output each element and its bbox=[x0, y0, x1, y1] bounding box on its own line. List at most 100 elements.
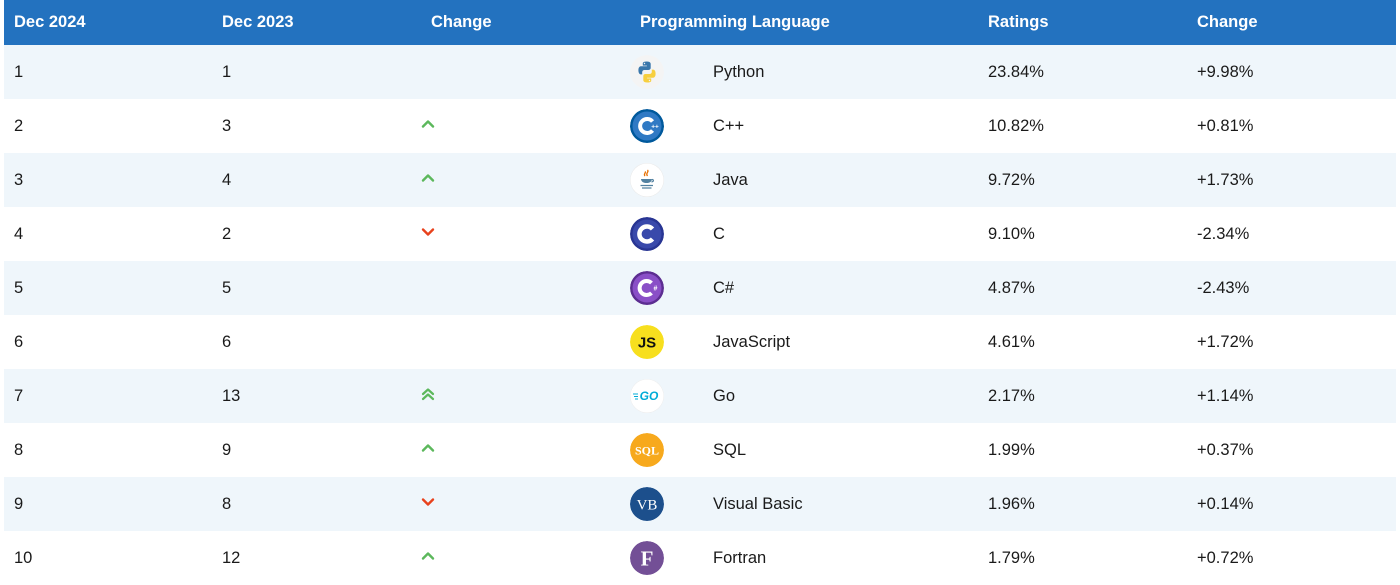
svg-text:#: # bbox=[654, 286, 658, 293]
rating-value: 1.96% bbox=[988, 494, 1035, 513]
table-row: 3 4 Java 9.72% +1.73% bbox=[4, 153, 1396, 207]
header-dec-2024[interactable]: Dec 2024 bbox=[14, 13, 86, 31]
rating-value: 9.10% bbox=[988, 224, 1035, 243]
rating-change: +0.81% bbox=[1197, 116, 1254, 135]
language-name[interactable]: C++ bbox=[713, 116, 745, 135]
language-cell: C bbox=[630, 207, 978, 261]
header-change-rank[interactable]: Change bbox=[431, 13, 492, 31]
table-row: 6 6 JS JavaScript 4.61% +1.72% bbox=[4, 315, 1396, 369]
rank-change bbox=[421, 315, 630, 369]
language-name[interactable]: C bbox=[713, 224, 725, 243]
csharp-logo-icon: # bbox=[630, 271, 664, 305]
table-row: 9 8 VB Visual Basic 1.96% +0.14% bbox=[4, 477, 1396, 531]
rank-dec-2023: 6 bbox=[222, 332, 232, 351]
rating-change: +1.73% bbox=[1197, 170, 1254, 189]
rank-change bbox=[421, 261, 630, 315]
header-change-rating[interactable]: Change bbox=[1197, 13, 1258, 31]
rating-change: +0.72% bbox=[1197, 548, 1254, 567]
language-name[interactable]: Java bbox=[713, 170, 748, 189]
rating-change: -2.43% bbox=[1197, 278, 1250, 297]
svg-text:F: F bbox=[641, 547, 654, 571]
rating-value: 1.79% bbox=[988, 548, 1035, 567]
table-row: 4 2 C 9.10% -2.34% bbox=[4, 207, 1396, 261]
rank-dec-2024: 2 bbox=[14, 116, 24, 135]
svg-text:SQL: SQL bbox=[635, 444, 659, 458]
svg-text:GO: GO bbox=[640, 389, 659, 403]
rating-value: 1.99% bbox=[988, 440, 1035, 459]
language-cell: Java bbox=[630, 153, 978, 207]
rating-change: +0.14% bbox=[1197, 494, 1254, 513]
rank-dec-2024: 6 bbox=[14, 332, 24, 351]
rank-change bbox=[421, 423, 630, 477]
rating-change: +1.14% bbox=[1197, 386, 1254, 405]
cpp-logo-icon: ++ bbox=[630, 109, 664, 143]
arrow-up-icon bbox=[421, 171, 435, 185]
table-row: 5 5 # C# 4.87% -2.43% bbox=[4, 261, 1396, 315]
c-logo-icon bbox=[630, 217, 664, 251]
table-row: 8 9 SQL SQL 1.99% +0.37% bbox=[4, 423, 1396, 477]
header-ratings[interactable]: Ratings bbox=[988, 13, 1049, 31]
arrow-up-icon bbox=[421, 117, 435, 131]
table-row: 1 1 Python 23.84% +9.98% bbox=[4, 45, 1396, 99]
arrow-down-icon bbox=[421, 495, 435, 509]
rank-change bbox=[421, 153, 630, 207]
rank-dec-2023: 2 bbox=[222, 224, 232, 243]
rank-change bbox=[421, 99, 630, 153]
language-name[interactable]: Python bbox=[713, 62, 765, 81]
rating-value: 10.82% bbox=[988, 116, 1044, 135]
header-programming-language[interactable]: Programming Language bbox=[640, 13, 830, 31]
svg-text:VB: VB bbox=[637, 498, 658, 514]
rating-change: +1.72% bbox=[1197, 332, 1254, 351]
language-name[interactable]: Go bbox=[713, 386, 736, 405]
language-cell: F Fortran bbox=[630, 531, 978, 585]
rating-value: 4.87% bbox=[988, 278, 1035, 297]
rank-change bbox=[421, 369, 630, 423]
rank-dec-2024: 7 bbox=[14, 386, 24, 405]
svg-text:JS: JS bbox=[638, 335, 656, 352]
rank-change bbox=[421, 207, 630, 261]
table-row: 2 3 ++ C++ 10.82% +0.81% bbox=[4, 99, 1396, 153]
table-row: 7 13 GO Go 2.17% +1.14% bbox=[4, 369, 1396, 423]
double-arrow-up-icon bbox=[421, 387, 435, 401]
rank-change bbox=[421, 477, 630, 531]
rank-dec-2024: 1 bbox=[14, 62, 24, 81]
rating-value: 4.61% bbox=[988, 332, 1035, 351]
rank-dec-2024: 4 bbox=[14, 224, 24, 243]
table-header-row: Dec 2024 Dec 2023 Change Programming Lan… bbox=[4, 0, 1396, 45]
go-logo-icon: GO bbox=[630, 379, 664, 413]
sql-logo-icon: SQL bbox=[630, 433, 664, 467]
ranking-table-container: Dec 2024 Dec 2023 Change Programming Lan… bbox=[4, 0, 1396, 585]
header-dec-2023[interactable]: Dec 2023 bbox=[222, 13, 294, 31]
java-logo-icon bbox=[630, 163, 664, 197]
rank-dec-2023: 1 bbox=[222, 62, 232, 81]
table-row: 10 12 F Fortran 1.79% +0.72% bbox=[4, 531, 1396, 585]
rank-change bbox=[421, 45, 630, 99]
rating-value: 23.84% bbox=[988, 62, 1044, 81]
language-name[interactable]: JavaScript bbox=[713, 332, 791, 351]
arrow-up-icon bbox=[421, 549, 435, 563]
language-name[interactable]: SQL bbox=[713, 440, 747, 459]
svg-text:++: ++ bbox=[651, 124, 659, 131]
rank-dec-2024: 10 bbox=[14, 548, 33, 567]
rating-change: +0.37% bbox=[1197, 440, 1254, 459]
rank-dec-2024: 8 bbox=[14, 440, 24, 459]
language-cell: Python bbox=[630, 45, 978, 99]
visual-basic-logo-icon: VB bbox=[630, 487, 664, 521]
python-logo-icon bbox=[630, 55, 664, 89]
rank-dec-2023: 4 bbox=[222, 170, 232, 189]
rating-change: -2.34% bbox=[1197, 224, 1250, 243]
rank-dec-2023: 12 bbox=[222, 548, 241, 567]
language-cell: ++ C++ bbox=[630, 99, 978, 153]
language-name[interactable]: C# bbox=[713, 278, 735, 297]
language-name[interactable]: Visual Basic bbox=[713, 494, 803, 513]
rating-value: 9.72% bbox=[988, 170, 1035, 189]
language-cell: SQL SQL bbox=[630, 423, 978, 477]
rank-dec-2023: 13 bbox=[222, 386, 241, 405]
language-name[interactable]: Fortran bbox=[713, 548, 767, 567]
arrow-up-icon bbox=[421, 441, 435, 455]
language-cell: # C# bbox=[630, 261, 978, 315]
rank-dec-2023: 9 bbox=[222, 440, 232, 459]
arrow-down-icon bbox=[421, 225, 435, 239]
rating-value: 2.17% bbox=[988, 386, 1035, 405]
rank-dec-2023: 3 bbox=[222, 116, 232, 135]
